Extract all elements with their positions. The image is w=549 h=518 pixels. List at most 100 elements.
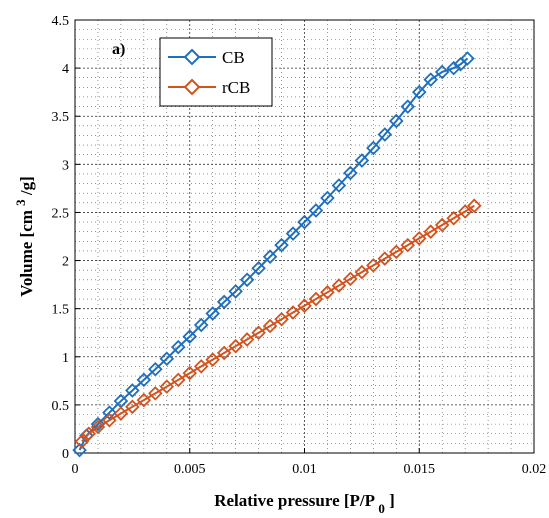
data-point — [205, 352, 220, 367]
x-axis-ticks: 0 0.005 0.01 0.015 0.02 — [72, 448, 547, 477]
data-point — [251, 260, 266, 276]
y-tick-label: 4 — [62, 62, 69, 77]
series-line-rcb — [81, 204, 475, 443]
data-point — [343, 165, 358, 181]
data-point — [262, 249, 278, 264]
data-point — [331, 278, 347, 293]
x-axis-label: Relative pressure [P/P 0 ] — [214, 491, 395, 517]
data-point — [411, 84, 427, 100]
data-point — [90, 416, 106, 432]
data-point — [182, 365, 198, 381]
data-point — [182, 329, 198, 344]
y-tick-label: 1.5 — [52, 303, 70, 318]
data-point — [285, 305, 301, 320]
data-point — [102, 413, 117, 428]
data-point — [193, 317, 209, 333]
data-point — [389, 113, 404, 129]
data-point — [308, 203, 324, 218]
data-point — [434, 217, 450, 233]
y-tick-label: 1 — [62, 351, 69, 366]
series-line-cb — [78, 57, 469, 451]
data-point — [228, 284, 243, 299]
y-tick-label: 3.5 — [52, 110, 70, 125]
data-point — [274, 237, 289, 253]
data-point — [434, 64, 450, 80]
data-point — [262, 318, 278, 334]
data-point — [366, 140, 381, 156]
data-point — [457, 204, 473, 219]
data-point — [354, 153, 370, 168]
data-point — [216, 294, 232, 310]
legend-marker-rcb — [183, 78, 201, 96]
data-point — [400, 237, 416, 253]
data-point — [343, 271, 358, 287]
y-axis-label-superscript: 3 — [13, 199, 28, 206]
data-point — [308, 291, 324, 307]
y-tick-label: 0 — [62, 447, 69, 462]
data-point — [354, 264, 370, 280]
series-rcb — [74, 198, 482, 449]
data-point — [285, 226, 301, 241]
data-point — [159, 379, 175, 394]
x-axis-label-subscript: 0 — [378, 501, 385, 516]
y-tick-label: 3 — [62, 158, 69, 173]
data-point — [377, 127, 393, 142]
data-point — [320, 285, 335, 300]
data-point — [148, 386, 163, 401]
data-point — [460, 51, 475, 66]
data-point — [72, 442, 87, 458]
data-point — [90, 419, 106, 435]
data-point — [389, 244, 404, 260]
data-point — [423, 224, 438, 239]
data-point — [274, 311, 289, 327]
y-axis-label-end: /g] — [17, 176, 36, 196]
data-point — [81, 426, 97, 442]
legend: CB rCB — [159, 37, 273, 107]
data-point — [239, 332, 255, 347]
data-point — [377, 251, 393, 266]
legend-label-cb: CB — [222, 48, 245, 67]
x-axis-label-end: ] — [389, 491, 395, 510]
data-point — [125, 399, 140, 415]
y-tick-label: 4.5 — [52, 14, 70, 29]
data-point — [136, 392, 152, 408]
data-point — [228, 338, 243, 354]
data-point — [297, 298, 312, 314]
data-point — [320, 190, 335, 206]
data-point — [159, 351, 175, 366]
x-tick-label: 0 — [72, 462, 79, 477]
data-point — [136, 372, 152, 388]
legend-marker-cb — [183, 48, 201, 66]
legend-box — [159, 37, 273, 107]
y-tick-label: 2 — [62, 255, 69, 270]
legend-label-rcb: rCB — [222, 78, 250, 97]
y-tick-label: 2.5 — [52, 206, 70, 221]
data-point — [125, 383, 140, 398]
series-cb — [72, 51, 475, 458]
x-tick-label: 0.005 — [174, 462, 206, 477]
data-point — [171, 372, 186, 388]
data-point — [446, 210, 461, 226]
data-point — [251, 325, 266, 340]
data-point — [74, 434, 90, 449]
x-axis-label-main: Relative pressure [P/P — [214, 491, 374, 510]
data-point — [411, 231, 427, 246]
data-point — [467, 198, 482, 213]
y-axis-label-main: Volume [cm — [17, 210, 36, 297]
x-tick-label: 0.02 — [522, 462, 547, 477]
data-point — [331, 178, 347, 193]
data-point — [171, 339, 186, 355]
data-point — [193, 359, 209, 374]
data-point — [297, 214, 312, 230]
y-tick-label: 0.5 — [52, 399, 70, 414]
y-axis-ticks: 0 0.5 1 1.5 2 2.5 3 3.5 4 4.5 — [52, 14, 80, 462]
data-point — [400, 99, 416, 114]
data-point — [239, 272, 255, 288]
data-point — [216, 345, 232, 361]
data-point — [102, 405, 117, 420]
data-point — [113, 406, 129, 421]
data-point — [148, 362, 163, 377]
data-point — [423, 72, 438, 87]
series-layer — [72, 51, 482, 458]
